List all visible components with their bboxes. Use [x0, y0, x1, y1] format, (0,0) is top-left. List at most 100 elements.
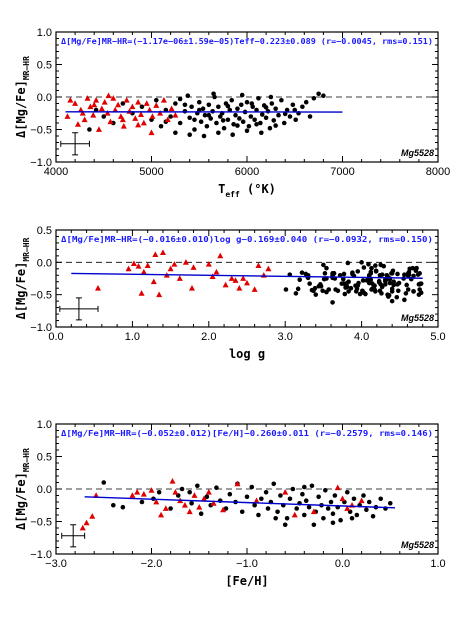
data-point-circle — [338, 517, 343, 523]
data-point-circle — [278, 493, 283, 498]
data-point-circle — [293, 291, 299, 296]
data-point-circle — [323, 488, 328, 493]
x-axis-label-subscript: eff — [225, 190, 240, 199]
y-tick-label: −0.5 — [30, 125, 52, 137]
data-point-circle — [311, 522, 317, 528]
data-point-circle — [354, 512, 360, 518]
data-point-circle — [182, 102, 188, 108]
data-point-triangle — [129, 492, 136, 498]
data-point-circle — [379, 284, 385, 290]
data-point-circle — [300, 491, 305, 497]
data-point-triangle — [79, 110, 86, 116]
data-point-triangle — [87, 103, 94, 110]
fit-line — [71, 272, 423, 279]
data-point-circle — [364, 507, 369, 513]
data-point-triangle — [120, 123, 127, 129]
data-point-circle — [235, 123, 240, 128]
data-point-triangle — [153, 102, 160, 108]
data-point-circle — [252, 502, 257, 508]
y-tick-label: −0.5 — [30, 517, 52, 529]
data-point-circle — [295, 286, 301, 292]
data-point-circle — [378, 496, 384, 502]
data-point-triangle — [191, 492, 198, 498]
data-point-triangle — [83, 519, 90, 526]
data-point-circle — [418, 290, 424, 296]
data-point-triangle — [130, 260, 137, 267]
data-point-circle — [294, 506, 299, 511]
data-point-triangle — [310, 508, 317, 515]
x-tick-label: 0.0 — [48, 331, 63, 343]
y-tick-label: 0.0 — [37, 92, 52, 104]
data-point-circle — [225, 103, 231, 109]
data-point-circle — [263, 115, 269, 121]
data-point-triangle — [98, 105, 105, 112]
data-point-triangle — [148, 129, 155, 136]
data-point-triangle — [176, 275, 183, 281]
y-axis-label: Δ[Mg/Fe]MR–HR — [14, 237, 31, 319]
data-point-circle — [322, 271, 328, 276]
data-point-circle — [227, 107, 233, 113]
data-point-circle — [187, 132, 192, 137]
data-point-circle — [343, 285, 348, 290]
y-tick-label: −1.0 — [30, 322, 52, 334]
data-point-circle — [158, 123, 164, 129]
data-point-circle — [259, 130, 264, 136]
data-point-triangle — [140, 491, 147, 497]
data-point-triangle — [135, 263, 142, 269]
data-point-circle — [249, 101, 255, 106]
data-point-triangle — [162, 505, 169, 511]
data-point-triangle — [153, 498, 160, 505]
data-point-triangle — [188, 285, 195, 291]
data-point-triangle — [213, 268, 220, 275]
data-point-circle — [373, 263, 378, 268]
data-point-circle — [282, 522, 288, 528]
data-point-circle — [303, 99, 309, 105]
data-point-circle — [202, 112, 208, 118]
data-point-circle — [196, 107, 202, 113]
data-point-circle — [173, 130, 178, 136]
data-point-circle — [87, 127, 92, 132]
data-point-triangle — [132, 115, 139, 121]
data-point-circle — [389, 286, 395, 292]
data-point-triangle — [84, 95, 91, 101]
data-point-circle — [192, 127, 197, 132]
y-tick-label: 0.5 — [37, 60, 52, 72]
data-point-circle — [269, 101, 275, 106]
data-point-circle — [239, 92, 245, 98]
data-point-circle — [233, 112, 238, 118]
data-point-triangle — [134, 489, 141, 495]
data-point-triangle — [196, 504, 203, 510]
data-point-triangle — [93, 97, 100, 103]
data-point-circle — [373, 289, 378, 294]
data-point-circle — [275, 509, 280, 515]
data-point-circle — [387, 501, 393, 506]
data-point-triangle — [137, 111, 144, 117]
x-tick-label: −3.0 — [45, 558, 67, 570]
data-point-triangle — [105, 92, 112, 99]
data-point-triangle — [164, 116, 171, 123]
data-point-triangle — [186, 508, 193, 515]
data-point-triangle — [119, 116, 126, 123]
data-point-triangle — [205, 489, 212, 495]
data-point-circle — [244, 99, 250, 105]
data-point-circle — [324, 265, 329, 271]
data-point-circle — [311, 96, 317, 101]
data-point-circle — [187, 115, 192, 121]
data-point-triangle — [253, 497, 260, 504]
data-point-triangle — [115, 101, 122, 108]
x-tick-label: 7000 — [330, 166, 354, 178]
data-point-triangle — [158, 511, 165, 518]
data-point-triangle — [81, 116, 88, 123]
data-point-circle — [240, 119, 246, 124]
data-point-circle — [168, 114, 173, 119]
data-point-triangle — [129, 103, 136, 110]
data-point-triangle — [135, 121, 142, 128]
data-point-circle — [214, 120, 219, 126]
x-tick-label: 4.0 — [354, 331, 369, 343]
data-point-triangle — [125, 265, 132, 272]
data-point-circle — [359, 260, 364, 265]
data-point-circle — [239, 509, 245, 515]
x-tick-label: 1.0 — [430, 558, 445, 570]
data-point-circle — [283, 287, 289, 292]
